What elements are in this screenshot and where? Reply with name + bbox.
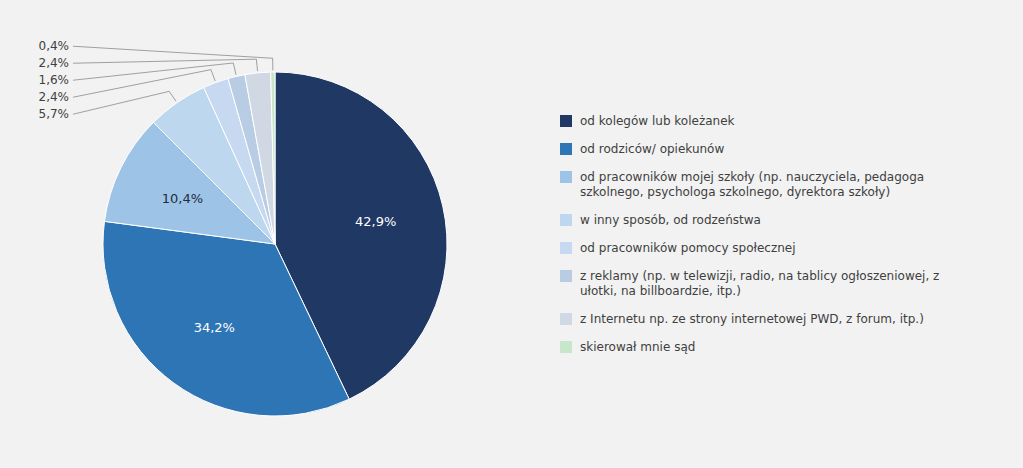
legend-swatch [560,115,572,127]
data-label: 2,4% [39,56,70,70]
legend-label: w inny sposób, od rodzeństwa [580,213,761,227]
legend-label: od pracowników mojej szkoły (np. nauczyc… [580,170,924,199]
pie-slice [245,72,275,244]
legend-label: skierował mnie sąd [580,340,695,354]
pie-slices [103,72,447,416]
data-label: 10,4% [162,191,203,206]
legend: od kolegów lub koleżanek od rodziców/ opi… [560,114,939,354]
legend-swatch [560,313,572,325]
legend-label: od pracowników pomocy społecznej [580,241,796,255]
data-labels: 42,9% 34,2% 10,4% 0,4% 2,4% 1,6% 2,4% 5,7% [39,39,397,335]
legend-swatch [560,143,572,155]
data-label: 2,4% [39,90,70,104]
pie-slice [103,221,349,416]
legend-swatch [560,214,572,226]
legend-swatch [560,171,572,183]
leader-line [73,70,215,98]
pie-slice [271,72,275,244]
chart-container: 42,9% 34,2% 10,4% 0,4% 2,4% 1,6% 2,4% 5,7% od ko… [0,0,1023,468]
legend-swatch [560,341,572,353]
leader-line [73,59,258,71]
data-label: 1,6% [39,73,70,87]
data-label: 42,9% [355,214,396,229]
chart: 42,9% 34,2% 10,4% 0,4% 2,4% 1,6% 2,4% 5,7% od ko… [0,0,1023,468]
leader-line [73,91,176,114]
legend-label: z reklamy (np. w telewizji, radio, na ta… [580,269,939,298]
background [0,0,1023,468]
data-label: 0,4% [39,39,70,53]
legend-label: od rodziców/ opiekunów [580,142,724,156]
leader-line [73,46,273,70]
legend-label: z Internetu np. ze strony internetowej P… [580,312,924,326]
data-label: 34,2% [194,320,235,335]
legend-label: od kolegów lub koleżanek [580,114,735,128]
data-label: 5,7% [39,107,70,121]
legend-swatch [560,270,572,282]
legend-swatch [560,242,572,254]
